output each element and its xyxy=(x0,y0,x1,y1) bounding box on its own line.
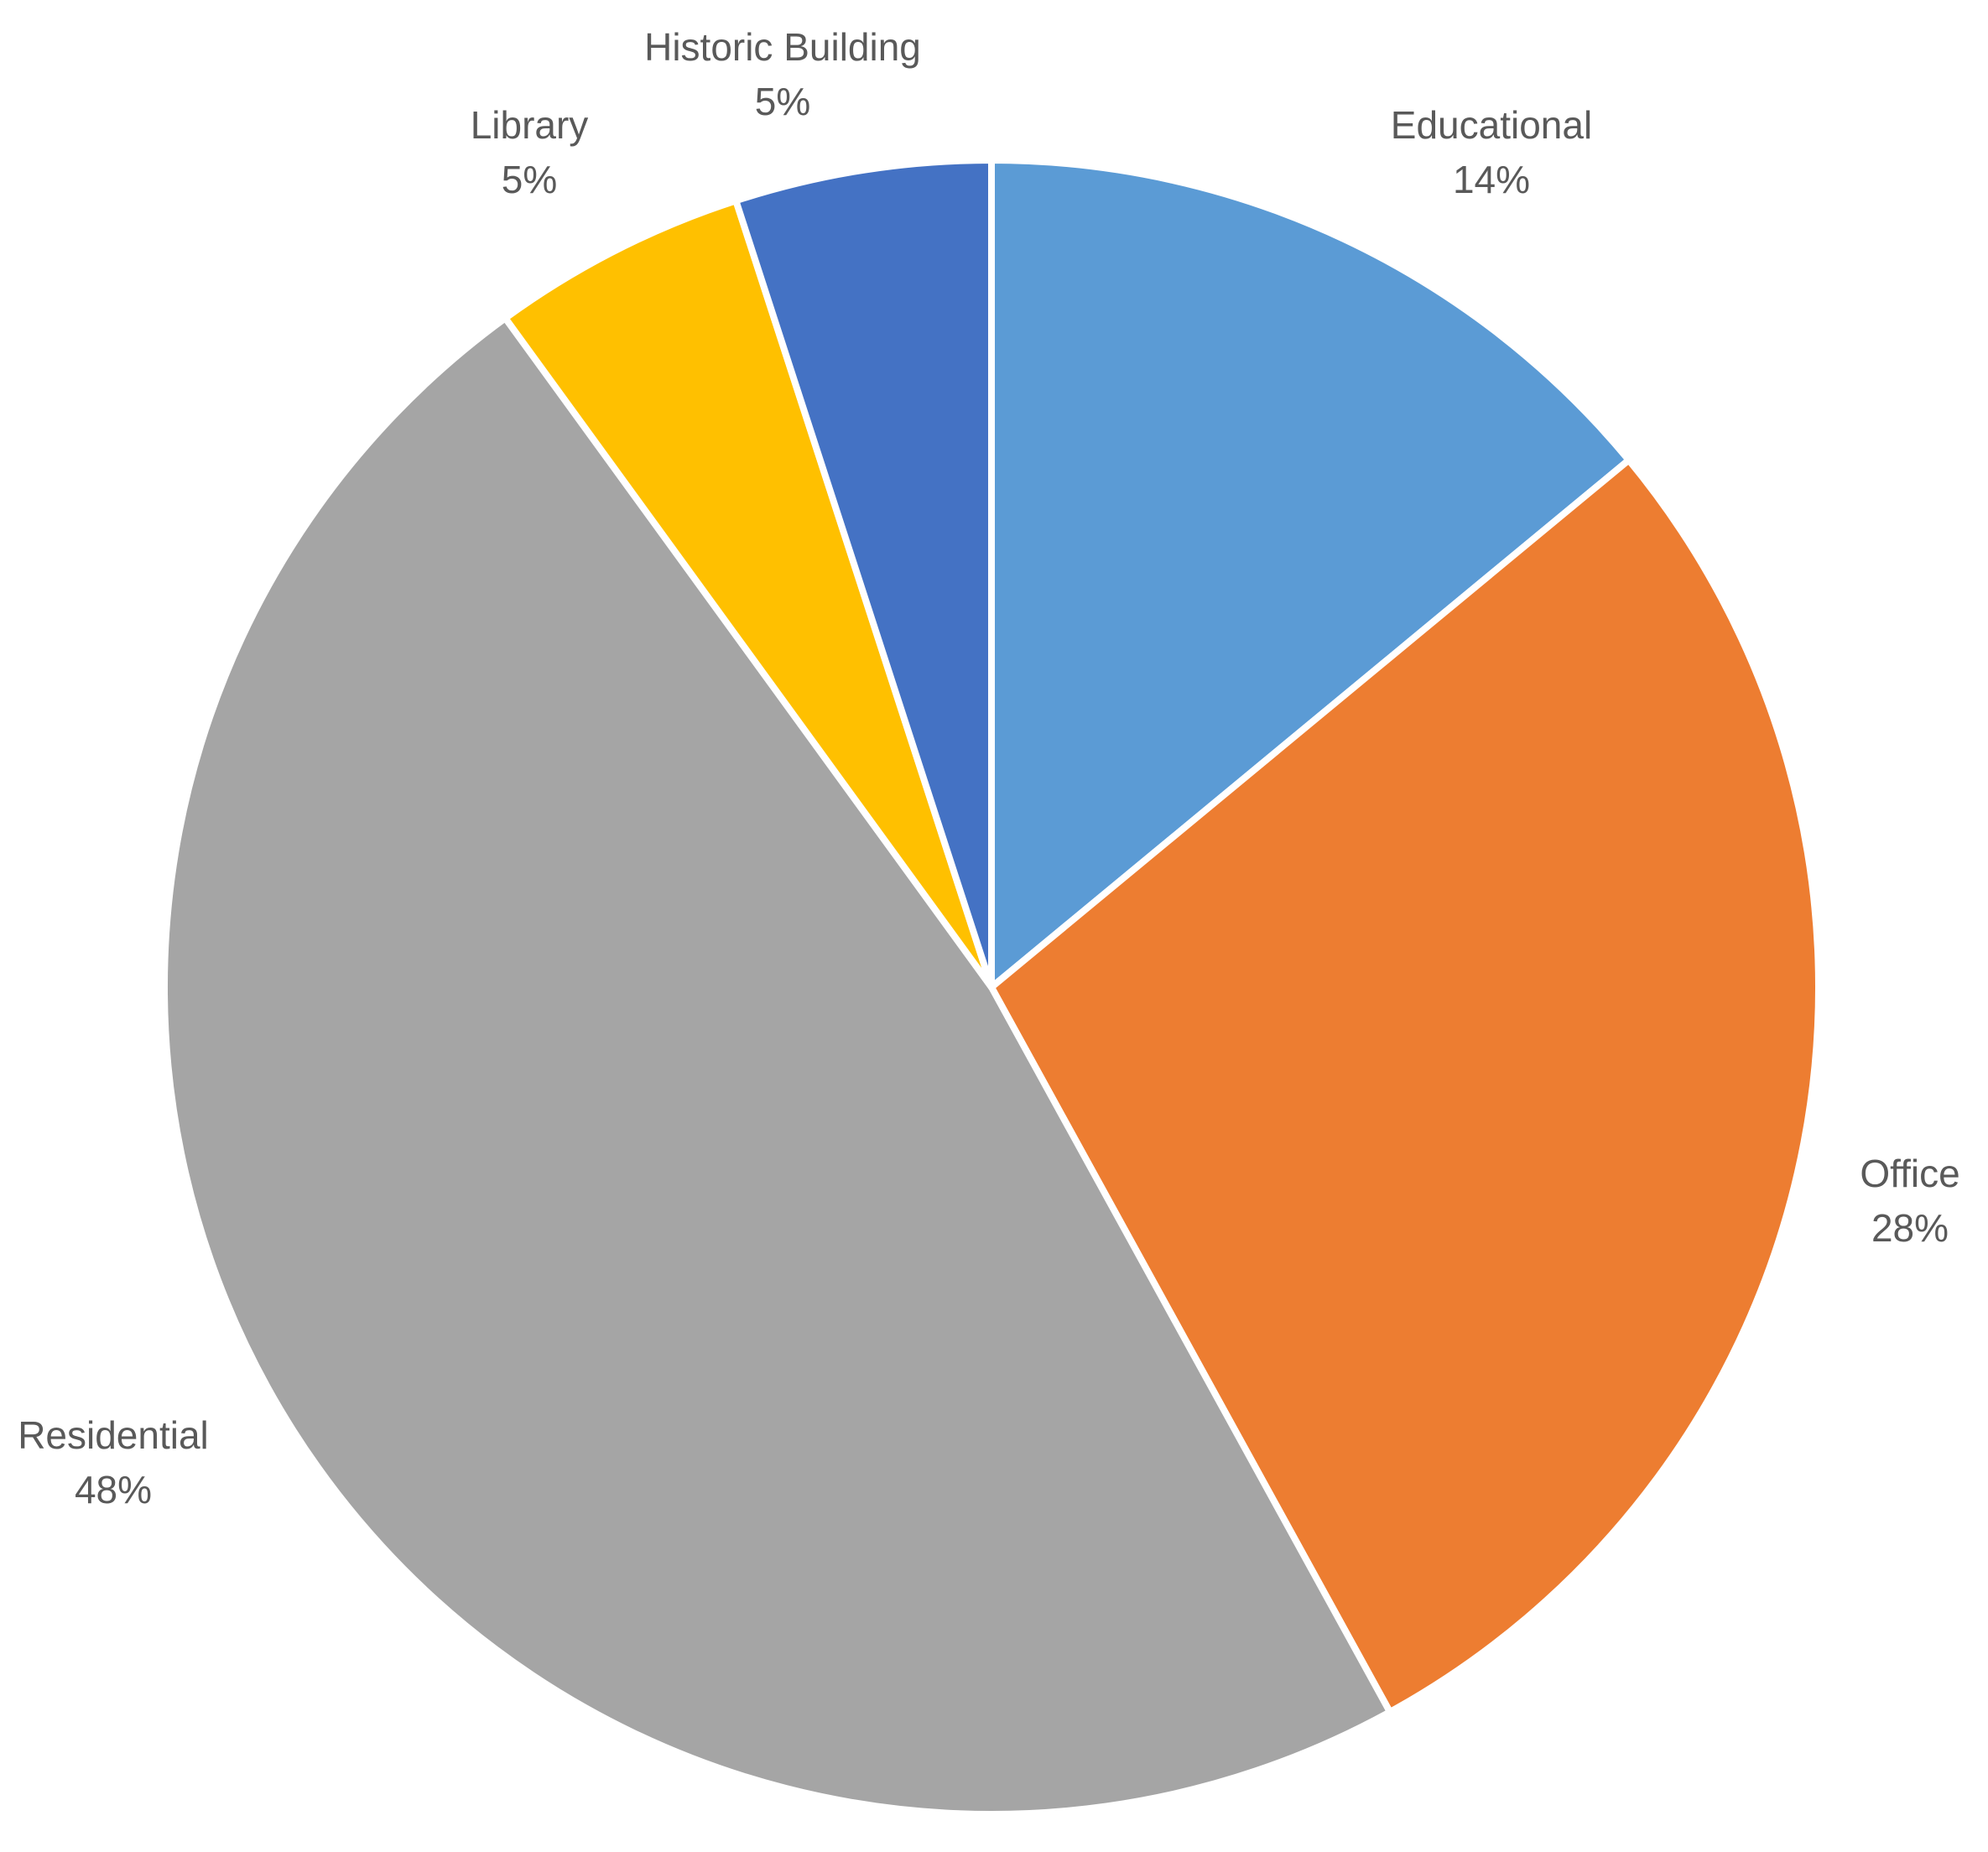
percent-label-office: 28% xyxy=(1871,1206,1949,1250)
percent-label-library: 5% xyxy=(502,158,557,201)
category-label-office: Office xyxy=(1860,1152,1959,1195)
category-label-educational: Educational xyxy=(1391,103,1592,147)
pie-slice-office xyxy=(988,456,1822,1716)
pie-slices xyxy=(161,157,1822,1818)
percent-label-residential: 48% xyxy=(75,1468,152,1511)
percent-label-educational: 14% xyxy=(1453,158,1530,201)
category-label-library: Library xyxy=(471,103,589,147)
pie-slice-historic-building xyxy=(732,157,995,991)
pie-slice-library xyxy=(502,197,995,991)
pie-slice-educational xyxy=(988,157,1632,991)
pie-labels: Educational 14% Office 28% Residential 4… xyxy=(18,25,1959,1511)
category-label-residential: Residential xyxy=(18,1413,209,1457)
category-label-historic-building: Historic Building xyxy=(644,25,921,69)
pie-slice-residential xyxy=(161,315,1394,1818)
percent-label-historic-building: 5% xyxy=(755,80,810,123)
